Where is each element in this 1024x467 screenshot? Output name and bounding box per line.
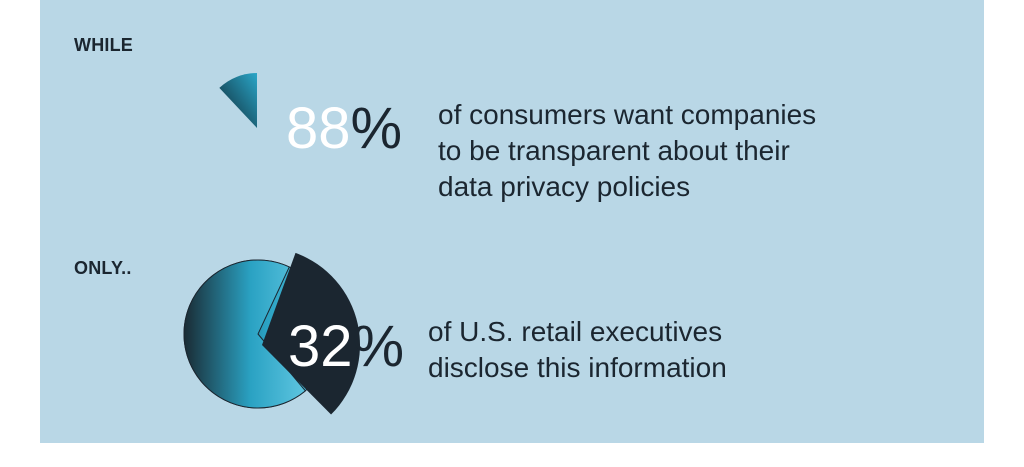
- description-line: data privacy policies: [438, 171, 691, 202]
- percent-value-88: 88%: [286, 100, 402, 158]
- percent-symbol: %: [352, 314, 405, 379]
- label-while: WHILE: [74, 35, 133, 55]
- pie-chart-executives: [183, 252, 361, 415]
- description-line: to be transparent about their: [438, 135, 790, 166]
- description-executives: of U.S. retail executives disclose this …: [428, 314, 727, 386]
- label-only: ONLY..: [74, 258, 132, 278]
- pie-slice-major: [262, 252, 361, 415]
- description-consumers: of consumers want companies to be transp…: [438, 97, 816, 205]
- description-line: of consumers want companies: [438, 99, 817, 130]
- percent-number: 32: [288, 314, 353, 379]
- percent-value-32: 32%: [288, 318, 404, 376]
- pie-slice-minor: [219, 73, 257, 128]
- description-line: of U.S. retail executives: [428, 316, 723, 347]
- description-line: disclose this information: [428, 352, 727, 383]
- percent-number: 88: [286, 96, 351, 161]
- pie-slice-major: [182, 48, 257, 128]
- pie-chart-consumers: [182, 48, 257, 128]
- pie-slice-minor: [183, 259, 307, 409]
- percent-symbol: %: [350, 96, 403, 161]
